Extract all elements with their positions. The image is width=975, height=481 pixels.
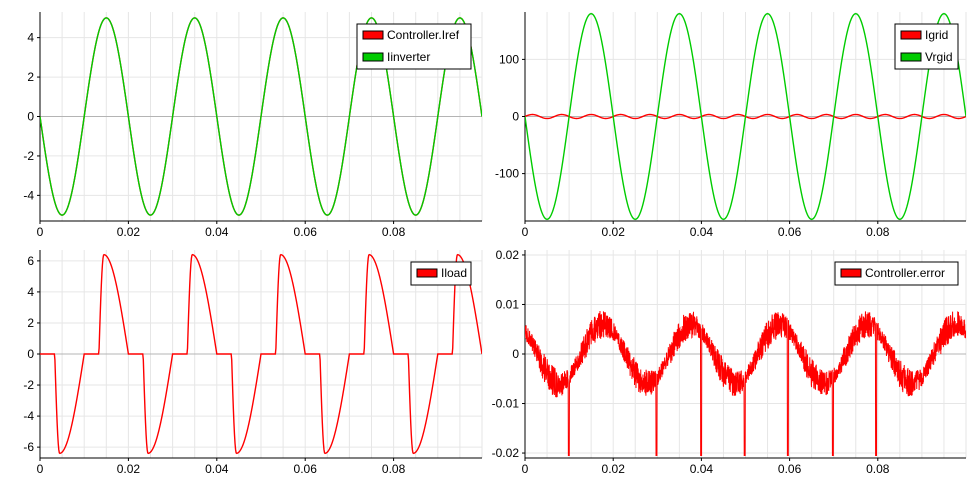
- chart-panel-2: 0 0.02 0.04 0.06 0.08 -100 0 100 Igrid Vrgid: [495, 12, 967, 239]
- y-tick-label: 2: [27, 316, 34, 330]
- legend-label: Vrgid: [925, 50, 953, 64]
- y-tick-label: 4: [27, 31, 34, 45]
- legend-swatch: [900, 52, 922, 62]
- x-tick-label: 0.08: [382, 462, 406, 476]
- legend: Controller.error: [834, 261, 959, 286]
- x-tick-label: 0.08: [866, 225, 890, 239]
- legend-swatch: [900, 30, 922, 40]
- legend: Controller.Iref Iinverter: [356, 23, 472, 70]
- y-tick-label: 0: [512, 110, 519, 124]
- y-tick-label: 4: [27, 285, 34, 299]
- y-tick-label: 0: [27, 110, 34, 124]
- series-line-controller-error: [525, 311, 966, 457]
- x-tick-label: 0.04: [205, 462, 229, 476]
- legend-label: Controller.error: [865, 266, 945, 280]
- chart-panel-4: 0 0.02 0.04 0.06 0.08 -0.02 -0.01 0 0.01 0.02 Cont…: [492, 248, 967, 476]
- y-tick-label: 0: [512, 347, 519, 361]
- x-tick-label: 0: [37, 462, 44, 476]
- legend: Iload: [410, 261, 472, 286]
- legend-swatch: [362, 30, 384, 40]
- x-tick-label: 0.08: [382, 225, 406, 239]
- x-tick-label: 0.04: [690, 462, 714, 476]
- y-tick-label: 6: [27, 254, 34, 268]
- y-tick-label: 2: [27, 70, 34, 84]
- legend-box: [834, 261, 959, 286]
- y-tick-label: -2: [23, 378, 34, 392]
- x-tick-label: 0.04: [690, 225, 714, 239]
- series-line-iinverter: [40, 17, 482, 216]
- chart-panel-3: 0 0.02 0.04 0.06 0.08 -6 -4 -2 0 2 4 6 Iload: [23, 250, 483, 476]
- legend-label: Igrid: [925, 28, 948, 42]
- x-tick-label: 0.02: [117, 225, 141, 239]
- legend-label: Iload: [441, 266, 467, 280]
- x-tick-label: 0: [522, 225, 529, 239]
- x-tick-label: 0.06: [294, 225, 318, 239]
- legend-swatch: [416, 268, 438, 278]
- x-tick-label: 0.04: [205, 225, 229, 239]
- x-tick-label: 0.02: [602, 225, 626, 239]
- y-tick-label: -0.01: [492, 397, 520, 411]
- y-tick-label: -4: [23, 409, 34, 423]
- legend-swatch: [840, 268, 862, 278]
- y-tick-label: -4: [23, 188, 34, 202]
- legend-label: Controller.Iref: [387, 28, 460, 42]
- y-tick-label: -2: [23, 149, 34, 163]
- y-tick-label: 0.01: [496, 297, 520, 311]
- x-tick-label: 0: [37, 225, 44, 239]
- y-tick-label: 100: [499, 52, 519, 66]
- legend-label: Iinverter: [387, 50, 430, 64]
- legend: Igrid Vrgid: [894, 23, 959, 70]
- x-tick-label: 0: [522, 462, 529, 476]
- series-line-iload: [40, 253, 482, 455]
- series-line-vrgid: [525, 13, 966, 220]
- x-tick-label: 0.06: [778, 225, 802, 239]
- x-tick-label: 0.02: [117, 462, 141, 476]
- y-tick-label: -100: [495, 167, 519, 181]
- y-tick-label: 0.02: [496, 248, 520, 262]
- legend-box: [410, 261, 472, 286]
- x-tick-label: 0.02: [602, 462, 626, 476]
- y-tick-label: 0: [27, 347, 34, 361]
- legend-swatch: [362, 52, 384, 62]
- x-tick-label: 0.06: [294, 462, 318, 476]
- y-tick-label: -6: [23, 440, 34, 454]
- x-tick-label: 0.06: [778, 462, 802, 476]
- x-tick-label: 0.08: [866, 462, 890, 476]
- y-tick-label: -0.02: [492, 446, 520, 460]
- chart-panel-1: 0 0.02 0.04 0.06 0.08 -4 -2 0 2 4 Controller.Iref I…: [23, 12, 483, 239]
